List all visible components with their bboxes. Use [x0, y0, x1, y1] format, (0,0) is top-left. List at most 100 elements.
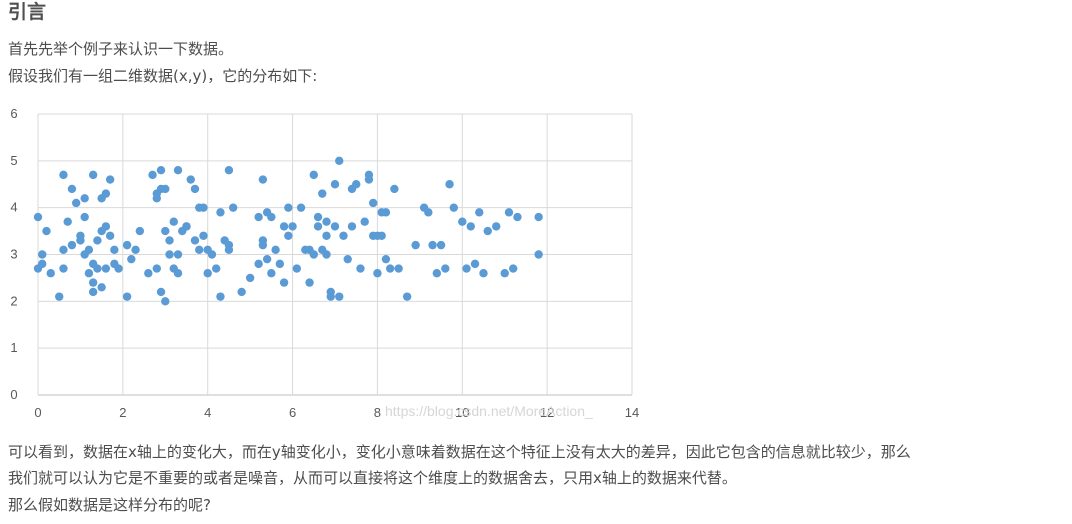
data-point	[135, 226, 145, 236]
data-point	[161, 297, 170, 306]
data-point	[267, 269, 276, 278]
data-point	[110, 245, 119, 255]
data-point	[93, 264, 102, 273]
data-point	[466, 222, 475, 231]
data-point	[279, 222, 289, 231]
data-point	[144, 269, 153, 278]
data-point	[122, 240, 132, 250]
data-point	[131, 245, 140, 255]
data-point	[458, 217, 467, 226]
y-tick-label: 6	[10, 106, 17, 121]
data-point	[284, 203, 293, 212]
data-point	[59, 245, 68, 255]
data-point	[292, 264, 302, 273]
data-point	[105, 175, 115, 184]
data-point	[343, 254, 352, 264]
data-point	[203, 269, 212, 278]
data-point	[88, 278, 98, 287]
data-point	[318, 189, 327, 198]
data-point	[46, 269, 55, 278]
x-tick-label: 6	[289, 405, 296, 420]
data-point	[161, 226, 170, 236]
data-point	[114, 264, 123, 273]
data-point	[445, 180, 454, 189]
data-point	[237, 287, 246, 297]
data-point	[97, 283, 106, 292]
data-point	[309, 250, 318, 259]
data-point	[364, 170, 374, 180]
chart-points	[33, 156, 543, 306]
x-tick-label: 8	[374, 405, 381, 420]
data-point	[199, 231, 208, 240]
data-point	[500, 269, 509, 278]
data-point	[224, 166, 234, 175]
watermark-text: https://blog.csdn.net/MoreAction_	[385, 403, 593, 419]
data-point	[385, 264, 395, 273]
data-point	[156, 184, 166, 194]
data-point	[169, 217, 178, 226]
data-point	[80, 212, 89, 222]
data-point	[436, 240, 446, 250]
data-point	[475, 208, 484, 217]
data-point	[101, 222, 111, 231]
data-point	[309, 170, 318, 180]
data-point	[394, 264, 403, 273]
x-tick-label: 12	[540, 405, 554, 420]
data-point	[254, 212, 263, 222]
data-point	[492, 222, 501, 231]
data-point	[190, 236, 200, 245]
data-point	[411, 240, 420, 250]
data-point	[212, 264, 221, 273]
data-point	[88, 287, 98, 297]
y-tick-label: 4	[10, 200, 17, 215]
data-point	[322, 250, 331, 259]
data-point	[258, 175, 268, 184]
data-point	[156, 287, 166, 297]
data-point	[326, 292, 335, 301]
data-point	[165, 250, 174, 259]
data-point	[330, 180, 340, 189]
data-point	[373, 269, 382, 278]
data-point	[254, 259, 263, 269]
data-point	[55, 292, 64, 301]
data-point	[156, 166, 166, 175]
data-point	[38, 250, 47, 259]
data-point	[462, 264, 471, 273]
data-point	[67, 184, 77, 194]
x-tick-label: 2	[119, 405, 126, 420]
data-point	[59, 170, 68, 180]
y-tick-label: 2	[10, 293, 17, 308]
data-point	[152, 194, 161, 203]
data-point	[105, 231, 115, 240]
data-point	[216, 292, 225, 301]
data-point	[152, 264, 161, 273]
data-point	[262, 254, 272, 264]
data-point	[432, 269, 442, 278]
data-point	[71, 198, 81, 208]
data-point	[504, 208, 514, 217]
data-point	[216, 208, 225, 217]
data-point	[449, 203, 458, 212]
data-point	[80, 194, 89, 203]
data-point	[428, 240, 437, 250]
data-point	[279, 278, 289, 287]
data-point	[339, 231, 348, 240]
x-tick-label: 0	[34, 405, 41, 420]
data-point	[76, 236, 85, 245]
data-point	[42, 226, 51, 236]
data-point	[88, 170, 98, 180]
y-tick-label: 3	[10, 247, 17, 262]
data-point	[63, 217, 72, 226]
data-point	[173, 269, 183, 278]
y-tick-label: 5	[10, 153, 17, 168]
data-point	[59, 264, 68, 273]
data-point	[33, 212, 43, 222]
data-point	[296, 203, 306, 212]
data-point	[322, 217, 331, 226]
data-point	[377, 231, 386, 240]
data-point	[470, 259, 480, 269]
data-point	[381, 208, 391, 217]
data-point	[335, 292, 344, 301]
data-point	[182, 222, 191, 231]
